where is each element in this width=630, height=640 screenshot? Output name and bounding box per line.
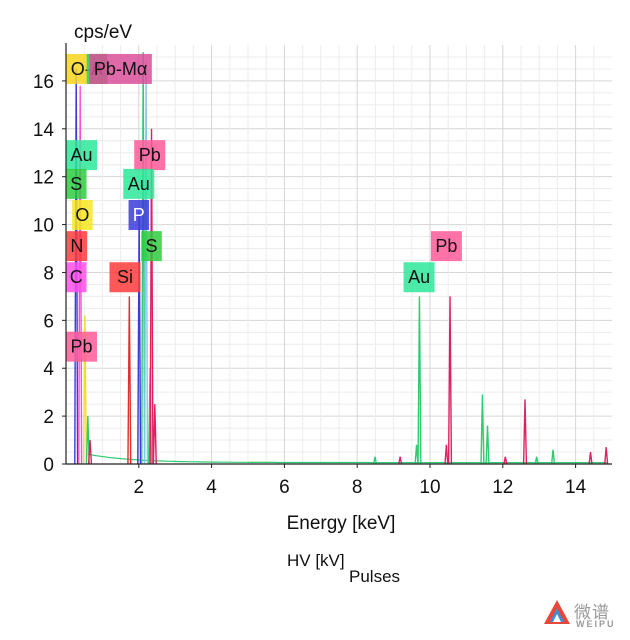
peak-label-text: P <box>133 205 145 225</box>
watermark-name: 微谱 <box>574 603 610 623</box>
x-tick-label: 14 <box>565 477 587 498</box>
y-tick-label: 8 <box>43 263 54 284</box>
peak-label: Au <box>123 168 155 199</box>
y-tick-label: 14 <box>33 120 55 141</box>
x-axis-label: Energy [keV] <box>287 513 396 534</box>
peak-label-bg <box>109 262 141 293</box>
weipu-logo-icon <box>544 600 570 624</box>
peak-label-text: Pb-Mα <box>94 59 147 79</box>
x-tick-label: 10 <box>419 477 440 498</box>
peak-label: P <box>128 199 150 230</box>
spectrum-peak <box>141 52 146 465</box>
peak-label-text: Au <box>70 145 92 165</box>
peak-label: Pb <box>430 231 462 262</box>
x-tick-label: 4 <box>206 477 217 498</box>
peak-label-text: Pb <box>139 145 161 165</box>
peak-label: N <box>66 231 88 262</box>
x-tick-label: 2 <box>134 477 145 498</box>
peak-label-text: S <box>70 174 82 194</box>
peak-label: Au <box>403 262 435 293</box>
hv-label: HV [kV] <box>287 551 345 570</box>
spectrum-peak <box>87 440 93 465</box>
peak-label-bg <box>141 231 162 262</box>
spectrum-peak <box>149 128 154 465</box>
peak-label-bg <box>72 199 93 230</box>
peak-label: O <box>72 199 93 230</box>
peak-label-bg <box>430 231 462 262</box>
y-tick-label: 16 <box>33 72 54 93</box>
spectrum-peak <box>550 449 556 465</box>
spectrum-peak <box>604 447 609 465</box>
peak-label: S <box>66 168 87 199</box>
watermark-latin: WEIPU <box>576 619 616 629</box>
peak-label-bg <box>66 168 87 199</box>
y-tick-label: 10 <box>33 216 54 237</box>
spectrum-peak <box>522 399 528 465</box>
peak-label: Pb <box>66 331 97 362</box>
spectrum-peak <box>82 315 88 465</box>
x-tick-label: 8 <box>352 477 363 498</box>
spectrum-peak <box>503 456 508 465</box>
peak-label-text: Au <box>128 174 150 194</box>
spectrum-peak <box>127 296 132 465</box>
spectrum-peak <box>534 456 539 465</box>
spectrum-peak <box>417 296 422 465</box>
peak-label-text: Pb <box>435 236 457 256</box>
chart-axes: 0 2 4 6 8 10 12 14 16 2 4 6 8 10 12 14 <box>33 43 612 498</box>
peak-label-bg <box>66 231 88 262</box>
peak-label-text: Au <box>408 267 430 287</box>
spectrum-peak <box>485 425 490 465</box>
y-tick-label: 2 <box>43 407 54 428</box>
peak-label: Pb-Mα <box>89 53 152 84</box>
spectrum-peak <box>85 416 90 465</box>
peak-label-bg <box>134 140 166 171</box>
spectrum-peak <box>372 456 378 465</box>
peak-label-bg <box>123 168 155 199</box>
peak-label: Au <box>66 140 97 171</box>
peak-label: S <box>141 231 162 262</box>
spectrum-peak <box>444 444 449 465</box>
pulses-label: Pulses <box>349 567 401 586</box>
peak-label-bg <box>66 262 87 293</box>
peak-label-bg <box>128 199 150 230</box>
y-tick-label: 0 <box>43 455 54 476</box>
peak-label-bg <box>403 262 435 293</box>
peak-label: Si <box>109 262 141 293</box>
peak-label-text: N <box>70 236 83 256</box>
spectrum-peak <box>480 394 485 465</box>
x-tick-label: 12 <box>492 477 513 498</box>
peak-label-text: C <box>70 267 83 287</box>
peak-label-text: S <box>146 236 158 256</box>
peak-label-bg <box>66 140 97 171</box>
peak-label: C <box>66 262 87 293</box>
spectrum-peak <box>447 296 453 465</box>
spectrum-peak <box>398 456 403 465</box>
peak-label-text: Pb <box>70 337 92 357</box>
spectrum-peak <box>588 451 593 465</box>
peak-label: Pb <box>134 140 166 171</box>
peak-label-text: O <box>75 205 89 225</box>
peak-label-text: Si <box>117 267 133 287</box>
peak-label-bg <box>89 53 152 84</box>
y-tick-label: 4 <box>43 359 54 380</box>
spectrum-baseline <box>87 453 607 464</box>
y-axis-label: cps/eV <box>74 22 132 43</box>
peak-label-bg <box>66 331 97 362</box>
weipu-watermark: 微谱 WEIPU <box>542 598 626 634</box>
spectrum-peak <box>152 404 157 465</box>
x-tick-label: 6 <box>279 477 290 498</box>
y-tick-label: 12 <box>33 168 54 189</box>
y-tick-label: 6 <box>43 311 54 332</box>
